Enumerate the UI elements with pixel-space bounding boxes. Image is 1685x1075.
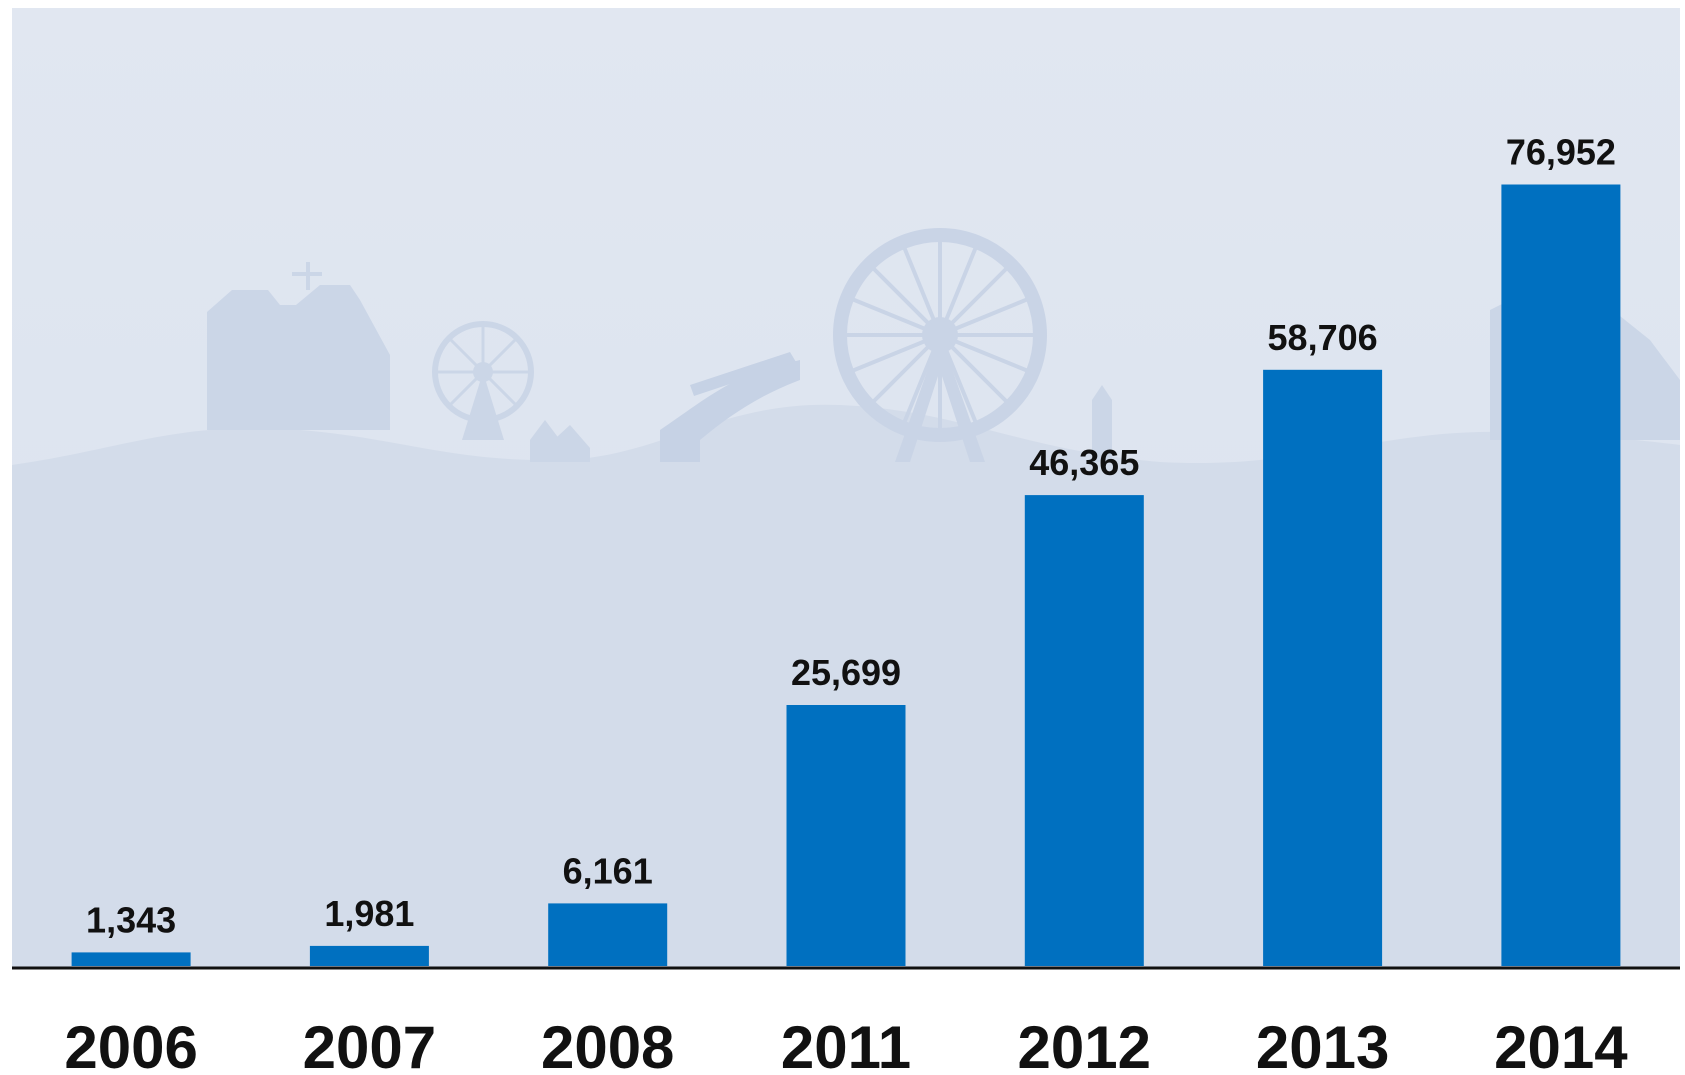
value-label-2008: 6,161 — [563, 850, 653, 891]
small-ferris-wheel — [432, 321, 534, 440]
bar-2012 — [1024, 495, 1144, 966]
x-tick-label-2006: 2006 — [64, 1014, 197, 1075]
bar-2007 — [309, 945, 429, 966]
roller-coaster-silhouette — [660, 360, 800, 462]
value-label-2014: 76,952 — [1506, 132, 1616, 173]
value-labels-group: 1,343 1,981 6,161 25,699 46,365 58,706 76,952 — [86, 132, 1616, 941]
tent-silhouette — [530, 420, 590, 462]
bar-2014 — [1501, 184, 1621, 966]
bar-2013 — [1263, 369, 1383, 966]
big-ferris-wheel — [833, 228, 1047, 462]
x-tick-label-2012: 2012 — [1018, 1014, 1151, 1075]
bars-group — [71, 184, 1621, 966]
value-label-2011: 25,699 — [791, 652, 901, 693]
value-label-2012: 46,365 — [1029, 442, 1139, 483]
x-tick-labels-group: 2006 2007 2008 2011 2012 2013 2014 — [64, 1014, 1628, 1075]
value-label-2013: 58,706 — [1268, 317, 1378, 358]
x-tick-label-2007: 2007 — [303, 1014, 436, 1075]
x-tick-label-2014: 2014 — [1494, 1014, 1628, 1075]
barn-silhouette — [207, 285, 390, 430]
hills-silhouette — [12, 404, 1680, 969]
bar-2006 — [71, 952, 191, 966]
x-tick-label-2008: 2008 — [541, 1014, 674, 1075]
bar-2008 — [548, 903, 668, 966]
value-label-2007: 1,981 — [324, 893, 414, 934]
x-tick-label-2011: 2011 — [781, 1014, 911, 1075]
value-label-2006: 1,343 — [86, 899, 176, 940]
tower-silhouette — [1092, 385, 1112, 462]
bar-2011 — [786, 705, 906, 966]
barn-vane-arrow — [292, 272, 322, 276]
x-tick-label-2013: 2013 — [1256, 1014, 1389, 1075]
